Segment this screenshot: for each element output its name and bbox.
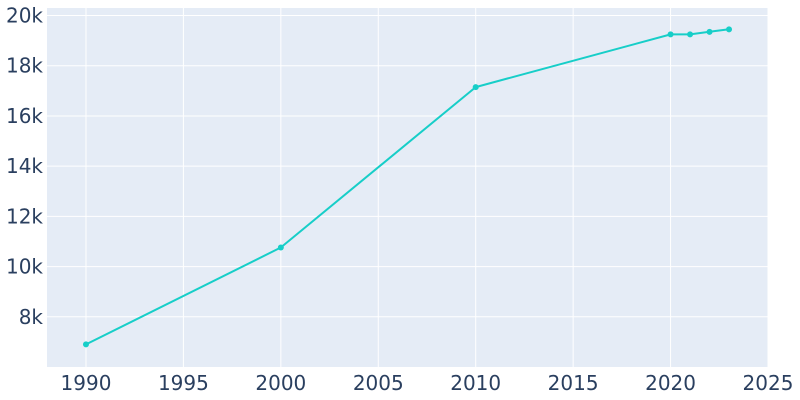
x-tick-label: 2005 — [353, 371, 404, 395]
data-point — [687, 31, 694, 38]
y-tick-label: 12k — [6, 204, 43, 228]
x-tick-label: 1995 — [158, 371, 209, 395]
y-axis-tick-labels: 8k 10k 12k 14k 16k 18k 20k — [6, 4, 43, 329]
data-point — [726, 26, 733, 33]
x-tick-label: 2015 — [548, 371, 599, 395]
gridlines — [47, 8, 769, 367]
plot-area — [47, 8, 768, 367]
y-tick-label: 20k — [6, 4, 43, 28]
data-point — [277, 244, 284, 251]
series-group — [82, 26, 733, 348]
data-point — [706, 28, 713, 35]
x-tick-label: 2025 — [743, 371, 794, 395]
y-tick-label: 10k — [6, 255, 43, 279]
x-tick-label: 2020 — [645, 371, 696, 395]
data-point — [472, 84, 479, 91]
y-tick-label: 14k — [6, 154, 43, 178]
data-point — [667, 31, 674, 38]
x-tick-label: 2000 — [255, 371, 306, 395]
x-axis-tick-labels: 1990 1995 2000 2005 2010 2015 2020 2025 — [61, 371, 794, 395]
data-point — [82, 341, 89, 348]
x-tick-label: 2010 — [450, 371, 501, 395]
x-tick-label: 1990 — [61, 371, 112, 395]
y-tick-label: 18k — [6, 54, 43, 78]
y-tick-label: 8k — [19, 305, 44, 329]
y-tick-label: 16k — [6, 104, 43, 128]
